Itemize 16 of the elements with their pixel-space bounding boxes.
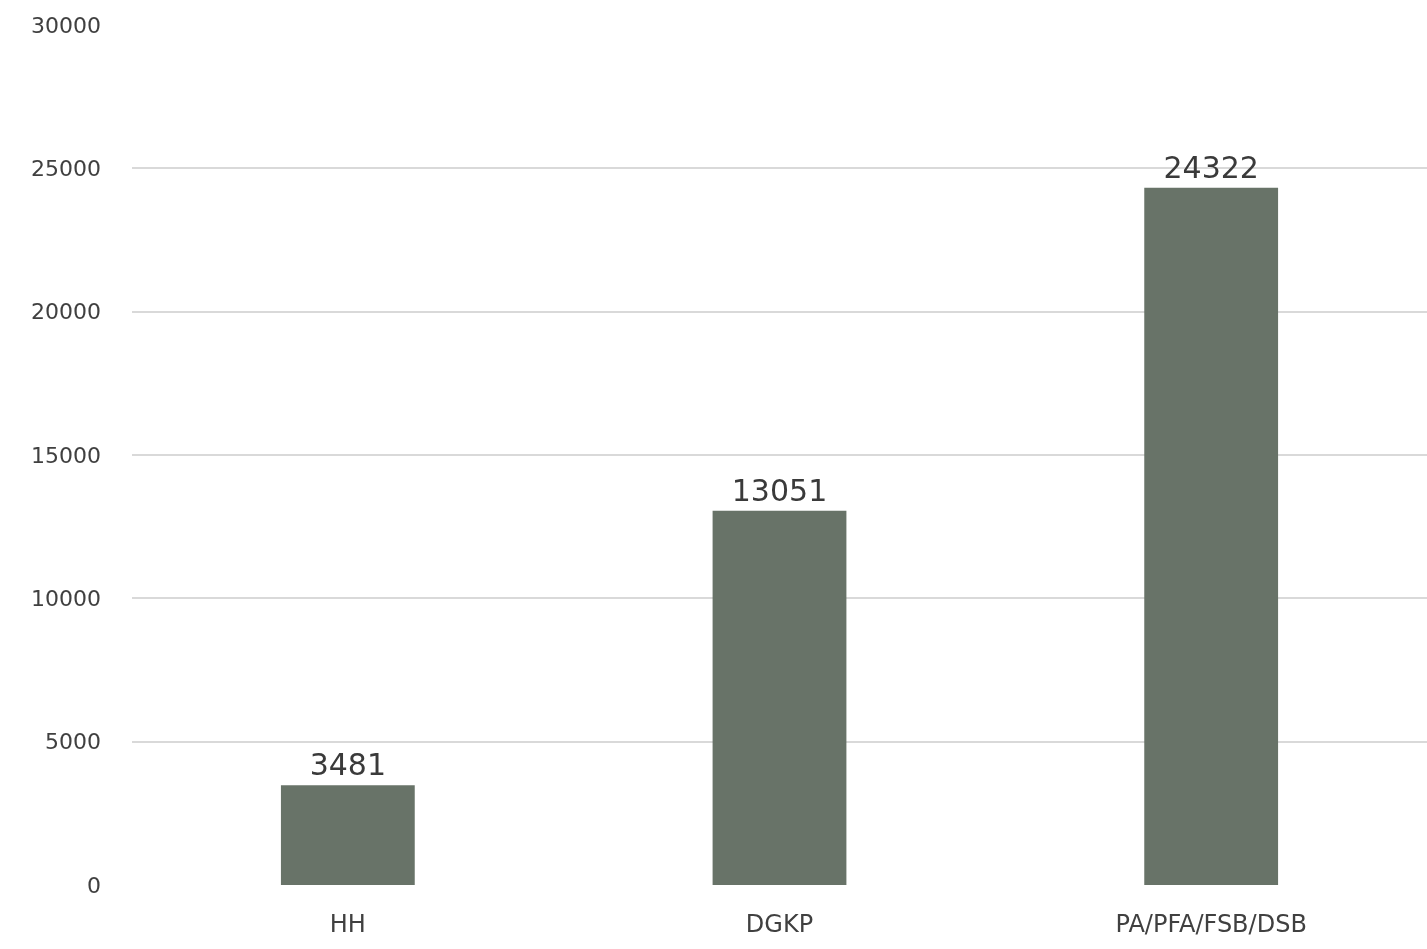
- bar: [280, 785, 415, 885]
- bar: [712, 510, 847, 885]
- x-tick-label: HH: [329, 910, 366, 938]
- y-tick-label: 15000: [31, 442, 101, 468]
- x-tick-label: PA/PFA/FSB/DSB: [1115, 910, 1307, 938]
- bar: [1144, 187, 1279, 885]
- x-tick-label: DGKP: [745, 910, 814, 938]
- data-label: 13051: [731, 472, 828, 508]
- y-tick-label: 25000: [31, 156, 101, 182]
- y-tick-label: 30000: [31, 12, 101, 38]
- y-tick-label: 10000: [31, 586, 101, 612]
- y-tick-label: 5000: [45, 729, 101, 755]
- data-label: 3481: [309, 747, 387, 783]
- y-tick-label: 20000: [31, 299, 101, 325]
- data-label: 24322: [1163, 149, 1259, 185]
- y-tick-label: 0: [87, 872, 101, 898]
